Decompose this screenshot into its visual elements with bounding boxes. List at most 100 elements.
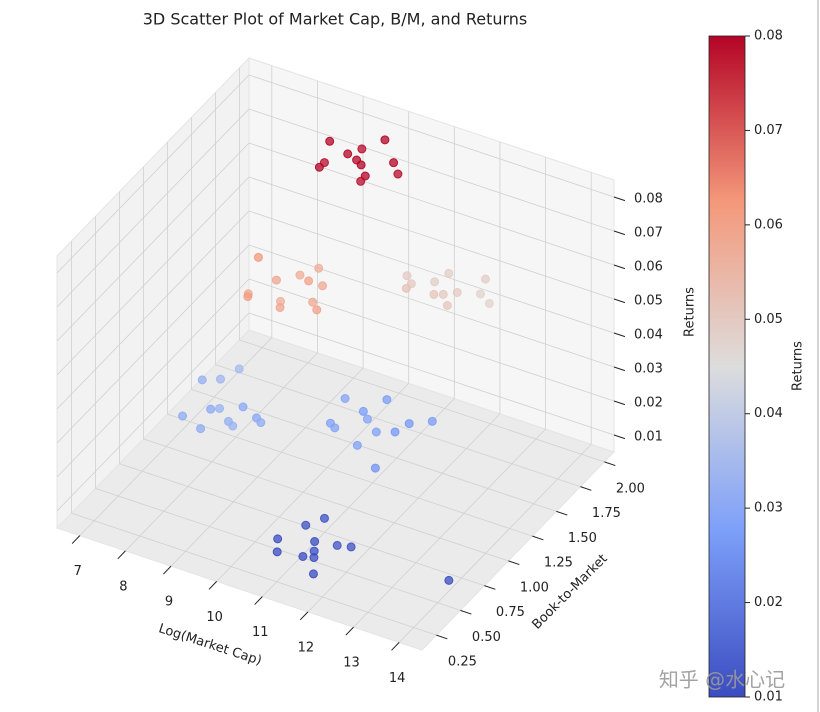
colorbar-label: Returns [791,341,806,391]
grid-line [167,413,533,537]
grid-line [56,142,250,342]
grid-line [239,339,605,463]
x-tick-label: 12 [298,640,315,655]
point [401,283,411,293]
point [343,149,353,159]
point [382,395,392,405]
grid-line [56,244,250,444]
point [438,289,448,299]
tick-mark [613,298,626,304]
point [452,287,462,297]
point [273,534,283,544]
point [476,289,485,299]
colorbar [708,35,746,698]
grid-line [248,176,615,300]
z-tick-label: 0.07 [634,226,663,241]
tick-mark [299,611,309,621]
point [404,419,414,429]
grid-line [56,278,250,478]
point [340,394,350,403]
point [308,569,318,579]
tick-mark [484,585,496,590]
point [370,463,380,473]
point [389,158,399,168]
y-tick-label: 0.75 [496,605,525,620]
point [196,424,206,434]
tick-mark [604,461,616,467]
chart-title: 3D Scatter Plot of Market Cap, B/M, and … [143,10,528,29]
point [301,520,311,530]
point [271,275,281,285]
point [484,298,494,308]
point [314,263,324,273]
point [309,546,319,556]
grid-line [56,74,250,274]
colorbar-tick-label: 0.01 [754,690,783,705]
tick-mark [71,535,81,544]
colorbar-tick-label: 0.04 [754,406,783,421]
tick-mark [580,486,592,491]
point [275,303,285,313]
point [215,374,225,384]
point [444,268,454,278]
grid-line [143,438,509,562]
point [393,169,403,179]
grid-line [248,244,615,368]
point [318,281,328,291]
point [356,160,366,170]
tick-mark [532,535,544,541]
point [380,135,390,145]
y-tick-label: 2.00 [616,481,645,496]
z-tick-label: 0.06 [634,260,663,275]
grid-line [353,428,546,628]
point [243,292,253,302]
grid-line [248,108,615,232]
point [357,144,367,154]
z-tick-label: 0.03 [634,362,663,377]
point [238,402,248,412]
y-tick-label: 0.50 [472,630,501,645]
y-tick-label: 1.00 [520,580,549,595]
tick-mark [117,550,126,560]
x-tick-label: 9 [165,595,173,610]
colorbar-tick-label: 0.02 [754,595,783,610]
grid-line [248,210,615,334]
tick-mark [613,434,626,440]
grid-line [56,312,250,512]
z-tick-label: 0.08 [634,192,663,207]
point [308,297,318,307]
point [358,406,368,416]
tick-mark [613,264,626,270]
point [362,414,372,424]
point [429,289,439,299]
grid-line [71,512,437,636]
grid-line [307,413,501,613]
x-tick-label: 11 [252,625,269,640]
point [295,270,305,280]
tick-mark [613,196,626,202]
point [178,411,188,421]
point [402,271,412,281]
tick-mark [345,626,354,636]
colorbar-tick-label: 0.05 [754,312,783,327]
grid-line [216,383,409,582]
z-tick-label: 0.05 [634,294,663,309]
point [430,277,440,287]
tick-mark [613,366,626,372]
colorbar-tick-label: 0.07 [754,123,783,138]
point [234,364,244,374]
point [206,404,216,414]
point [215,403,225,413]
point [481,274,491,284]
grid-line [215,364,581,488]
grid-line [125,352,318,552]
colorbar-tick-label: 0.03 [754,501,783,516]
point [310,537,320,547]
x-tick-label: 13 [343,656,360,671]
tick-mark [613,230,626,236]
point [298,551,308,561]
point [352,440,362,450]
y-tick-label: 1.25 [544,556,573,571]
x-tick-label: 14 [389,671,406,686]
